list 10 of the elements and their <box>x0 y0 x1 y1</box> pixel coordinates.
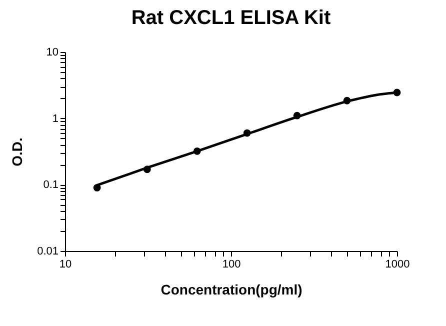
x-axis-title: Concentration(pg/ml) <box>160 282 302 298</box>
y-tick-label: 10 <box>46 46 58 58</box>
y-axis-title: O.D. <box>9 138 26 166</box>
y-tick-label: 1 <box>52 112 58 125</box>
x-tick-label: 1000 <box>385 258 410 270</box>
chart-title: Rat CXCL1 ELISA Kit <box>131 7 331 29</box>
x-tick-label: 10 <box>59 258 72 270</box>
x-tick-label: 100 <box>222 258 241 270</box>
y-tick-label: 0.1 <box>43 179 58 192</box>
y-tick-label: 0.01 <box>37 246 58 258</box>
